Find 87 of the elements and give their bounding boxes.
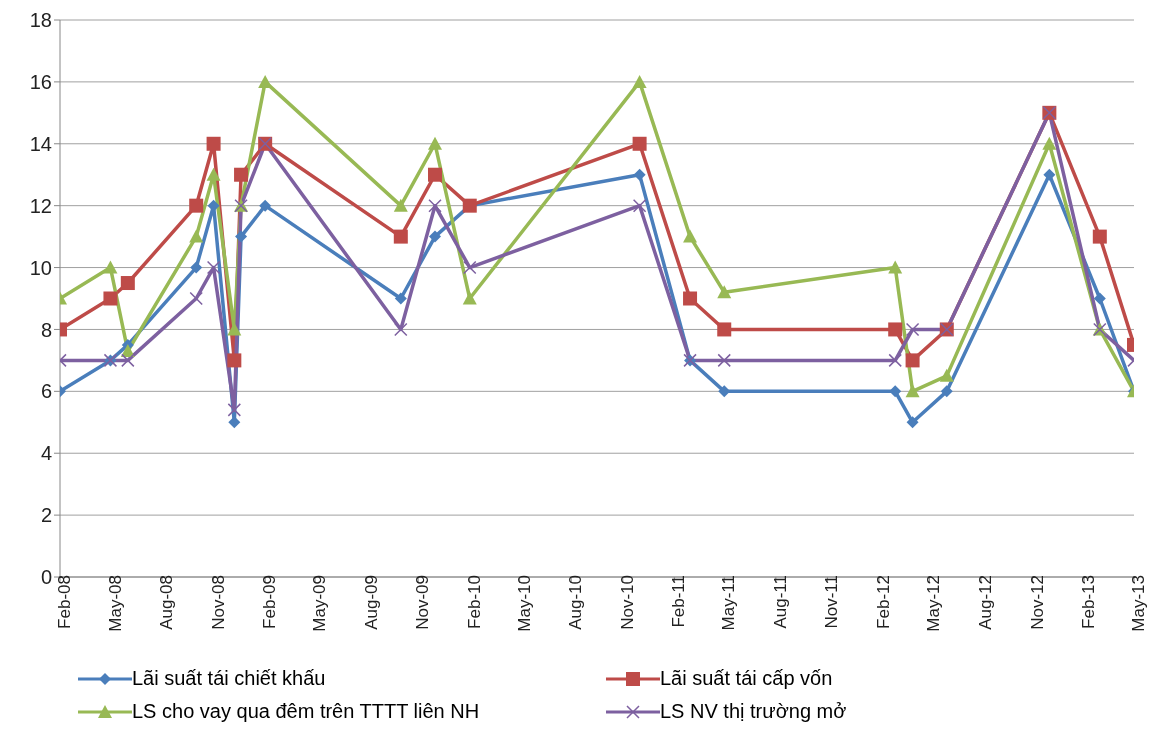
point [1093,292,1106,305]
x-tick-label: Feb-10 [464,575,484,629]
x-tick-label: Feb-08 [55,575,75,629]
point [393,229,408,244]
x-tick-label: Feb-13 [1079,575,1099,629]
legend-label: Lãi suất tái cấp vốn [660,667,833,690]
legend-label: Lãi suất tái chiết khấu [132,667,326,690]
point [683,291,698,306]
point [206,136,221,151]
point [940,385,953,398]
point [717,285,732,299]
x-tick-label: Aug-12 [976,575,996,630]
point [717,322,732,337]
point [103,260,118,274]
x-tick-label: May-10 [514,575,534,632]
x-tick-label: Nov-09 [413,575,433,630]
point [235,230,248,243]
legend-label: LS cho vay qua đêm trên TTTT liên NH [132,700,480,723]
point [428,136,442,150]
x-tick-label: May-11 [719,575,739,631]
point [120,276,135,291]
point [633,168,646,181]
point [905,384,920,398]
point [259,199,272,212]
point [683,229,698,243]
point [394,322,408,337]
point [189,229,204,243]
y-tick-label: 6 [40,380,52,403]
point [393,198,408,212]
point [632,198,647,213]
point [939,368,954,382]
x-tick-label: Nov-10 [617,575,637,630]
x-tick-label: Aug-09 [361,575,381,630]
point [206,167,221,181]
point [189,198,204,213]
y-tick-label: 8 [40,318,52,341]
point [1092,229,1107,244]
y-tick-label: 2 [40,504,52,527]
point [227,353,242,368]
x-tick-label: Nov-12 [1027,575,1047,630]
point [1042,136,1057,150]
x-tick-label: May-09 [310,575,330,632]
point [888,260,903,274]
x-tick-label: Feb-12 [874,575,894,629]
legend-label: LS NV thị trường mở [660,700,847,723]
y-tick-label: 4 [40,442,52,465]
point [888,322,903,337]
point [190,261,203,274]
point [394,292,407,305]
point [121,353,135,368]
x-tick-label: Nov-11 [822,575,842,629]
y-tick-label: 12 [29,194,52,217]
point [906,416,919,429]
point [258,74,273,88]
point [189,291,203,306]
point [428,167,442,182]
y-tick-label: 14 [29,132,52,155]
point [463,260,477,275]
y-tick-label: 10 [29,256,52,279]
x-tick-label: Aug-11 [770,575,790,629]
x-tick-label: Feb-11 [669,575,689,628]
point [103,291,118,306]
x-tick-label: May-12 [924,575,944,632]
point [1043,168,1056,181]
point [888,353,902,368]
point [632,74,647,88]
x-tick-label: Aug-10 [566,575,586,630]
point [905,353,920,368]
x-tick-label: May-08 [105,575,125,632]
point [206,260,221,275]
point [428,198,442,213]
point [632,136,647,151]
point [227,322,242,336]
x-tick-label: Nov-08 [208,575,228,630]
point [227,403,242,417]
x-tick-label: May-13 [1129,575,1149,632]
x-tick-label: Feb-09 [260,575,280,629]
y-tick-label: 16 [29,70,52,93]
y-tick-label: 0 [40,566,52,589]
x-tick-label: Aug-08 [157,575,177,630]
point [234,167,249,182]
point [717,353,731,368]
point [429,230,441,243]
point [905,322,920,337]
point [462,291,477,305]
point [889,385,902,398]
y-tick-label: 18 [29,9,52,32]
